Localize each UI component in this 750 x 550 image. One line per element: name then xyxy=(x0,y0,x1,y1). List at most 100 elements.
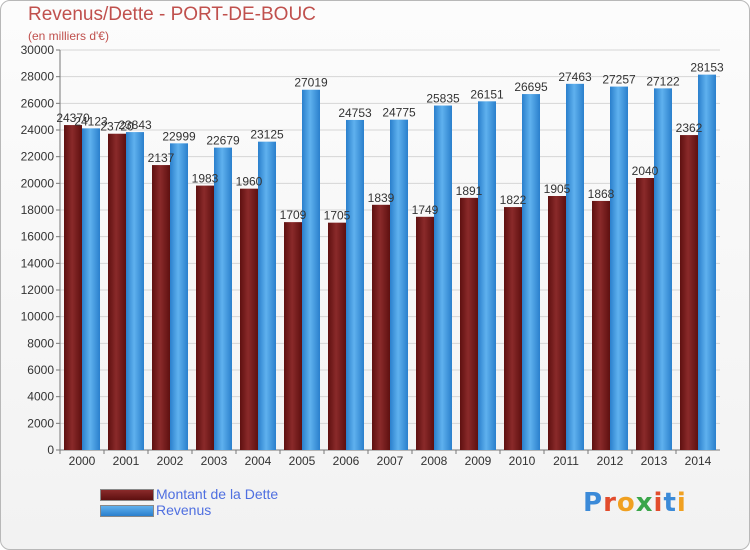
bar-revenue xyxy=(214,147,232,450)
bar-revenue xyxy=(610,86,628,450)
data-label-revenue: 28153 xyxy=(690,61,724,75)
y-tick-label: 6000 xyxy=(27,363,54,377)
data-label-debt: 2137 xyxy=(148,151,175,165)
x-tick-label: 2014 xyxy=(685,454,712,468)
data-label-revenue: 27463 xyxy=(558,70,592,84)
data-label-revenue: 24753 xyxy=(338,106,372,120)
bar-debt xyxy=(372,204,390,450)
x-tick-label: 2010 xyxy=(509,454,536,468)
x-tick-label: 2008 xyxy=(421,454,448,468)
x-tick-label: 2013 xyxy=(641,454,668,468)
logo-letter: x xyxy=(635,488,654,518)
bar-debt xyxy=(548,196,566,450)
y-tick-label: 28000 xyxy=(21,70,55,84)
x-tick-label: 2009 xyxy=(465,454,492,468)
bar-debt xyxy=(680,135,698,451)
bar-revenue xyxy=(522,94,540,451)
y-tick-label: 10000 xyxy=(21,310,55,324)
x-tick-label: 2004 xyxy=(245,454,272,468)
bar-debt xyxy=(152,165,170,451)
y-tick-label: 12000 xyxy=(21,283,55,297)
y-tick-label: 18000 xyxy=(21,203,55,217)
legend-swatch-debt xyxy=(100,489,154,501)
data-label-debt: 1822 xyxy=(500,193,527,207)
data-label-debt: 1891 xyxy=(456,184,483,198)
x-tick-label: 2002 xyxy=(157,454,184,468)
data-label-debt: 1960 xyxy=(236,175,263,189)
bar-revenue xyxy=(82,128,100,451)
bar-revenue xyxy=(654,88,672,450)
data-label-debt: 1705 xyxy=(324,209,351,223)
data-label-revenue: 23125 xyxy=(250,128,284,142)
data-label-debt: 1868 xyxy=(588,187,615,201)
data-label-debt: 24370 xyxy=(56,111,90,125)
y-tick-label: 4000 xyxy=(27,390,54,404)
bar-revenue xyxy=(478,101,496,450)
axes: 0 2000 4000 6000 8000 10000 12000 14000 16000 180… xyxy=(21,43,720,468)
bar-debt xyxy=(460,197,478,450)
y-tick-label: 26000 xyxy=(21,96,55,110)
data-label-debt: 23720 xyxy=(100,120,134,134)
data-label-revenue: 27122 xyxy=(646,74,680,88)
bar-debt xyxy=(240,188,258,450)
x-tick-label: 2001 xyxy=(113,454,140,468)
logo-letter: i xyxy=(676,488,687,518)
bar-debt xyxy=(108,133,126,450)
chart-title: Revenus/Dette - PORT-DE-BOUC xyxy=(28,4,316,25)
x-tick-label: 2005 xyxy=(289,454,316,468)
bar-revenue xyxy=(698,74,716,451)
data-label-debt: 1983 xyxy=(192,172,219,186)
y-tick-label: 2000 xyxy=(27,416,54,430)
legend-label-debt: Montant de la Dette xyxy=(156,486,279,502)
data-label-debt: 1749 xyxy=(412,203,439,217)
y-tick-label: 14000 xyxy=(21,256,55,270)
x-tick-label: 2012 xyxy=(597,454,624,468)
data-label-revenue: 22999 xyxy=(162,129,196,143)
y-tick-label: 0 xyxy=(47,443,54,457)
x-tick-label: 2000 xyxy=(69,454,96,468)
data-label-revenue: 25835 xyxy=(426,92,460,106)
x-tick-label: 2003 xyxy=(201,454,228,468)
data-label-debt: 1839 xyxy=(368,191,395,205)
data-label-debt: 1905 xyxy=(544,182,571,196)
bar-revenue xyxy=(126,132,144,451)
data-label-revenue: 26695 xyxy=(514,80,548,94)
bar-revenue xyxy=(434,105,452,451)
data-label-debt: 1709 xyxy=(280,208,307,222)
y-tick-label: 16000 xyxy=(21,230,55,244)
data-label-revenue: 24775 xyxy=(382,106,416,120)
bar-debt xyxy=(64,125,82,451)
bar-debt xyxy=(636,178,654,450)
bar-debt xyxy=(504,207,522,450)
data-label-revenue: 23843 xyxy=(118,118,152,132)
x-tick-label: 2011 xyxy=(553,454,579,468)
bar-revenue xyxy=(258,141,276,450)
data-label-debt: 2040 xyxy=(632,164,659,178)
legend-label-revenue: Revenus xyxy=(156,502,212,518)
y-tick-label: 22000 xyxy=(21,150,55,164)
logo-letter: r xyxy=(603,488,617,518)
bar-debt xyxy=(284,222,302,450)
bar-debt xyxy=(592,200,610,450)
chart-subtitle: (en milliers d'€) xyxy=(28,29,109,43)
bar-debt xyxy=(416,216,434,450)
logo-letter: P xyxy=(583,488,604,518)
bars xyxy=(64,74,716,451)
data-label-debt: 2362 xyxy=(676,121,703,135)
data-label-revenue: 26151 xyxy=(470,87,504,101)
bar-debt xyxy=(196,185,214,450)
proxiti-logo: Proxiti xyxy=(583,488,687,518)
logo-letter: i xyxy=(653,488,664,518)
x-tick-label: 2006 xyxy=(333,454,360,468)
data-label-revenue: 27019 xyxy=(294,76,328,90)
logo-letter: t xyxy=(663,488,677,518)
bar-revenue xyxy=(566,83,584,451)
data-label-revenue: 24123 xyxy=(74,114,108,128)
y-tick-label: 30000 xyxy=(21,43,55,57)
data-label-revenue: 22679 xyxy=(206,134,240,148)
logo-letter: o xyxy=(616,488,636,518)
bar-revenue xyxy=(346,119,364,451)
bar-debt xyxy=(328,222,346,450)
